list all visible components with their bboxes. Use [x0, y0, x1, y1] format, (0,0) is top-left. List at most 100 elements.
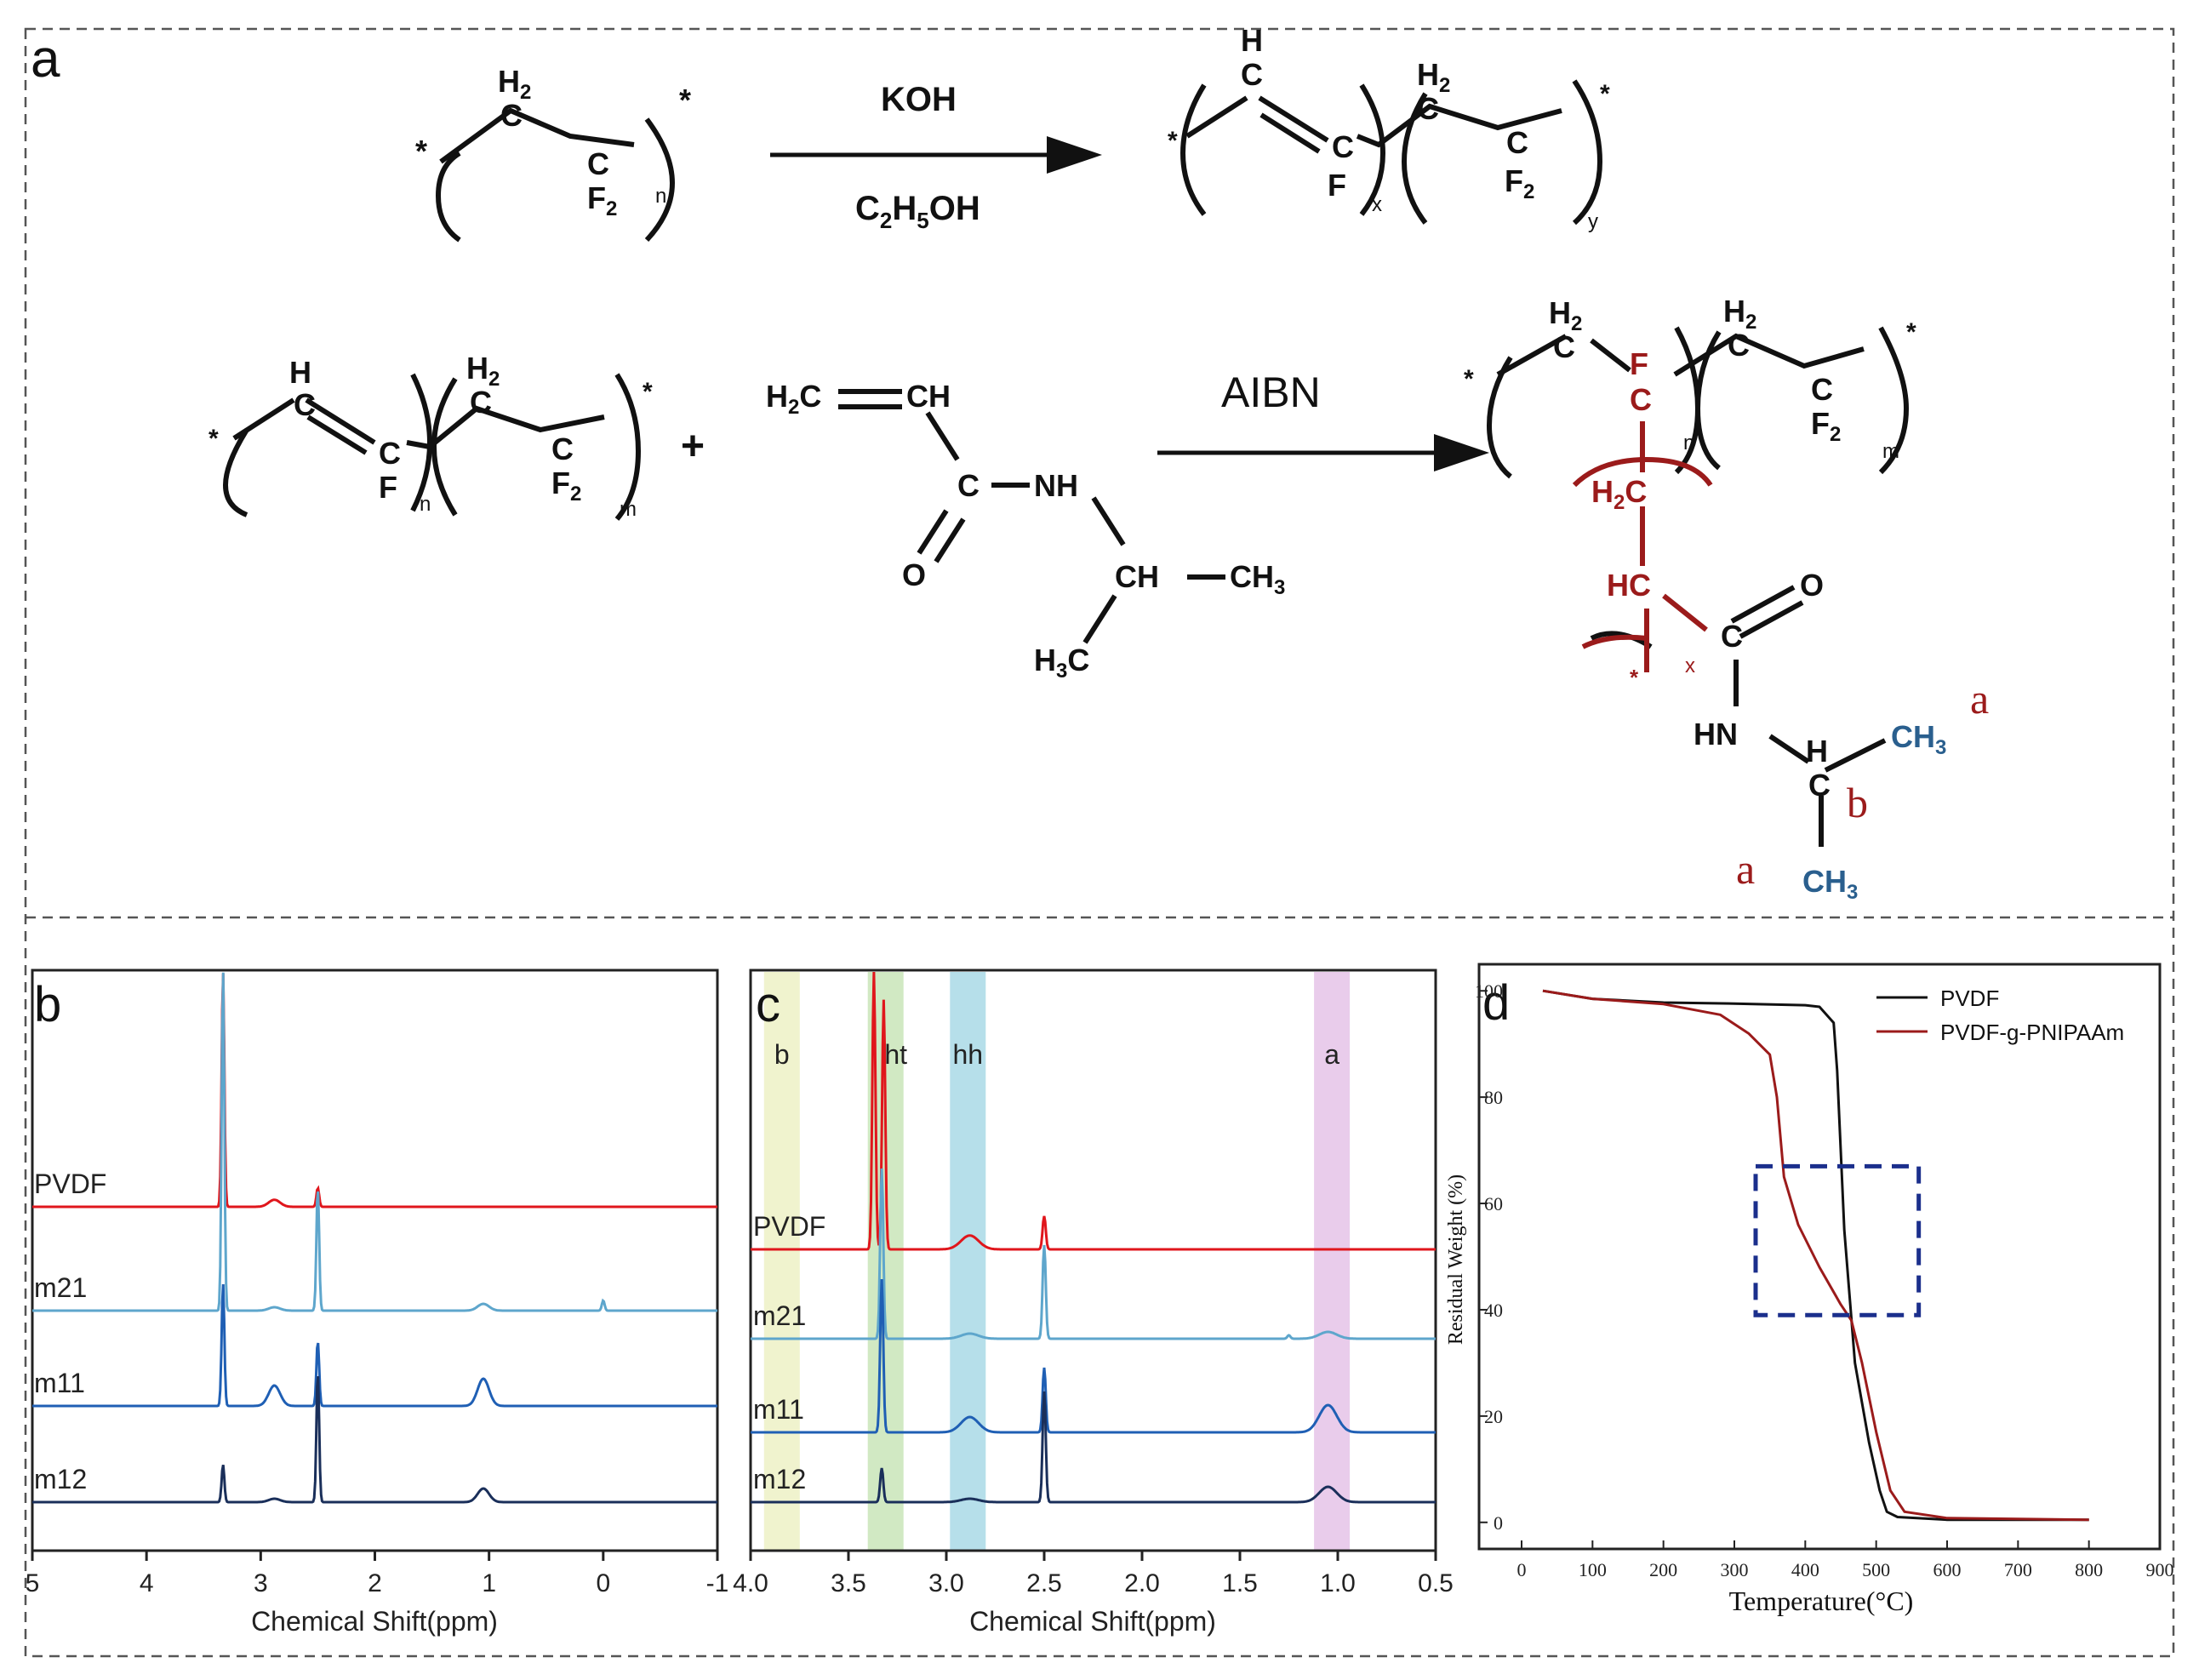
spectrum-m11: [751, 1278, 1436, 1434]
x-tick-label-2: 2: [368, 1569, 382, 1597]
series-label-m11: m11: [753, 1394, 804, 1425]
panel-c-frame: [749, 969, 1437, 1552]
svg-text:F2: F2: [587, 180, 617, 220]
y-tick-label-20: 20: [1484, 1406, 1503, 1427]
y-tick-label-40: 40: [1484, 1300, 1503, 1321]
svg-text:CH3: CH3: [1891, 719, 1946, 759]
highlight-band-hh: [950, 972, 986, 1551]
svg-text:n: n: [420, 493, 431, 516]
series-label-pvdf: PVDF: [753, 1211, 825, 1242]
r1-star-right: *: [679, 83, 691, 117]
svg-text:O: O: [1800, 568, 1824, 603]
nmr-panel-c: b ht hh a c PVDF m21 m11 m12 4.0 3.5 3.0 2.5 2.0 1.…: [733, 969, 1454, 1637]
x-tick-label-0: 0: [596, 1569, 610, 1597]
svg-text:*: *: [1600, 80, 1610, 108]
tga-curve-pvdf: [1542, 989, 2089, 1522]
svg-text:C: C: [1332, 129, 1354, 164]
spectrum-m12: [32, 1376, 717, 1504]
svg-text:*: *: [643, 378, 653, 406]
panel-label-b: b: [34, 977, 61, 1032]
svg-text:x: x: [1372, 193, 1382, 216]
x-tick-label-800: 800: [2075, 1559, 2103, 1580]
svg-text:C: C: [379, 436, 401, 471]
x-tick-label-700: 700: [2004, 1559, 2032, 1580]
svg-text:C: C: [1728, 328, 1750, 363]
series-label-m11: m11: [34, 1368, 85, 1398]
svg-text:F: F: [1630, 346, 1648, 381]
svg-text:H: H: [1806, 734, 1828, 769]
svg-text:C: C: [1506, 125, 1528, 160]
svg-text:m: m: [1882, 440, 1899, 463]
panel-label-a: a: [31, 30, 60, 89]
series-label-m12: m12: [753, 1464, 806, 1494]
svg-text:*: *: [1168, 127, 1178, 155]
spectrum-m21: [751, 1168, 1436, 1340]
x-tick-label-900: 900: [2146, 1559, 2174, 1580]
svg-text:*: *: [1630, 665, 1639, 690]
panel-label-c: c: [756, 977, 780, 1032]
svg-text:HN: HN: [1694, 717, 1738, 751]
svg-text:F: F: [379, 470, 397, 505]
x-tick-label-500: 500: [1862, 1559, 1890, 1580]
x-tick-label-100: 100: [1579, 1559, 1607, 1580]
svg-text:C: C: [1811, 372, 1833, 407]
panel-b-frame: [31, 969, 719, 1552]
x-tick-label-3.5: 3.5: [831, 1569, 866, 1597]
svg-text:C: C: [957, 468, 980, 503]
svg-text:C: C: [1808, 768, 1831, 803]
svg-text:C: C: [1417, 91, 1439, 126]
series-label-m21: m21: [34, 1272, 87, 1303]
legend-label-pvdf: PVDF: [1940, 986, 1999, 1011]
r1-c-ch2: C: [500, 98, 523, 133]
svg-text:C: C: [294, 387, 316, 422]
svg-text:CH3: CH3: [1230, 559, 1285, 599]
series-label-m21: m21: [753, 1300, 806, 1331]
x-tick-label-3: 3: [254, 1569, 268, 1597]
outer-frame: [24, 27, 2175, 1658]
svg-text:CH: CH: [906, 379, 951, 414]
svg-text:n: n: [1683, 431, 1694, 454]
x-tick-label-5: 5: [26, 1569, 40, 1597]
tga-panel-d: d 0 100 200 300 400 500 600 700 800 900 0 20 40 60 80 1…: [1445, 963, 2174, 1616]
r1-reagent-ethanol: C2H5OH: [855, 190, 980, 233]
svg-text:O: O: [902, 557, 926, 592]
x-tick-label-4: 4: [140, 1569, 154, 1597]
svg-text:*: *: [1464, 365, 1474, 393]
panel-d-ylabel: Residual Weight (%): [1445, 1174, 1467, 1345]
svg-text:H2C: H2C: [766, 379, 821, 419]
series-label-pvdf: PVDF: [34, 1169, 106, 1199]
svg-text:y: y: [1588, 210, 1598, 233]
r1-n: n: [655, 185, 666, 208]
svg-text:H2: H2: [1417, 57, 1450, 97]
band-label-ht: ht: [884, 1039, 907, 1070]
svg-text:*: *: [208, 425, 219, 453]
svg-text:H3C: H3C: [1034, 643, 1089, 683]
legend: PVDF PVDF-g-PNIPAAm: [1876, 986, 2124, 1045]
spectrum-m12: [751, 1391, 1436, 1504]
x-tick-label-2.0: 2.0: [1124, 1569, 1160, 1597]
svg-text:CH: CH: [1115, 559, 1159, 594]
r1-star-left: *: [415, 134, 427, 169]
y-tick-label-100: 100: [1475, 980, 1503, 1002]
svg-text:C: C: [1553, 329, 1575, 364]
spectrum-pvdf: [751, 971, 1436, 1251]
svg-text:F2: F2: [1505, 163, 1534, 203]
x-tick-label-200: 200: [1649, 1559, 1677, 1580]
band-label-hh: hh: [953, 1039, 984, 1070]
svg-text:H: H: [289, 355, 311, 390]
svg-text:*: *: [1906, 318, 1916, 346]
svg-text:HC: HC: [1607, 568, 1651, 603]
legend-label-pvdf-g-pnipaam: PVDF-g-PNIPAAm: [1940, 1020, 2124, 1045]
tga-curve-pvdf-g-pnipaam: [1542, 989, 2089, 1522]
svg-text:F2: F2: [1811, 406, 1841, 446]
y-tick-label-80: 80: [1484, 1087, 1503, 1108]
spectrum-m11: [32, 1283, 717, 1408]
svg-text:H2: H2: [1549, 295, 1582, 335]
x-tick-label-600: 600: [1933, 1559, 1962, 1580]
svg-text:NH: NH: [1034, 468, 1078, 503]
x-tick-label-3.0: 3.0: [928, 1569, 964, 1597]
svg-text:C: C: [1721, 619, 1743, 654]
nmr-panel-b: b PVDF m21 m11 m12 5 4 3 2 1 0 -1 Chemical Shift(…: [26, 969, 728, 1637]
svg-text:C: C: [551, 431, 574, 466]
